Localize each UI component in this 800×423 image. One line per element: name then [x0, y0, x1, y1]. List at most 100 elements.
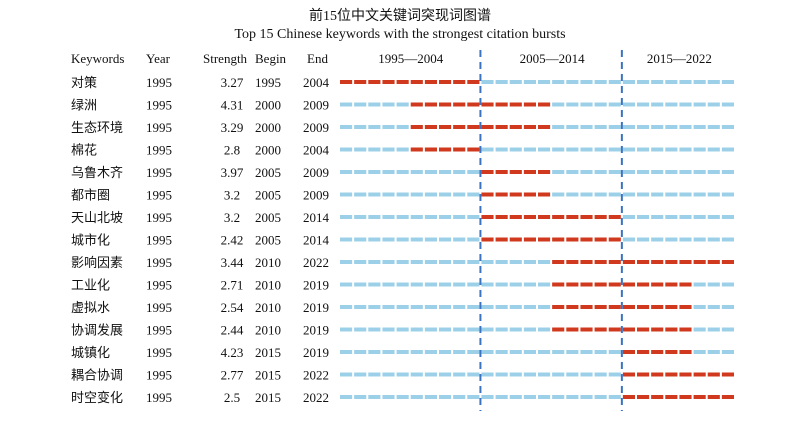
timeline-segment — [679, 147, 692, 152]
burst-segment — [608, 260, 621, 264]
timeline-segment — [509, 282, 522, 287]
timeline-segment — [707, 305, 720, 309]
row-year: 1995 — [146, 233, 172, 248]
timeline-segment — [382, 125, 395, 129]
table-row: 都市圈 1995 3.2 2005 2009 — [71, 188, 734, 204]
burst-segment — [651, 350, 664, 354]
row-year: 1995 — [146, 255, 172, 270]
row-strength: 2.71 — [221, 278, 244, 293]
timeline-segment — [382, 282, 395, 287]
timeline-segment — [495, 372, 508, 377]
burst-segment — [495, 125, 508, 129]
timeline-segment — [368, 102, 381, 107]
timeline-segment — [340, 102, 353, 107]
timeline-segment — [354, 102, 367, 107]
timeline-segment — [340, 372, 353, 377]
timeline-segment — [608, 80, 621, 84]
burst-segment — [580, 237, 593, 242]
burst-segment — [424, 125, 437, 129]
timeline-segment — [467, 260, 480, 264]
burst-segment — [467, 102, 480, 107]
burst-segment — [580, 327, 593, 332]
burst-segment — [651, 282, 664, 287]
timeline-segment — [552, 102, 565, 107]
burst-segment — [410, 102, 423, 107]
timeline-segment — [538, 327, 551, 332]
timeline-segment — [467, 170, 480, 174]
timeline-segment — [368, 282, 381, 287]
timeline-segment — [693, 327, 706, 332]
burst-segment — [453, 80, 466, 84]
row-begin: 2005 — [255, 233, 281, 248]
table-row: 影响因素 1995 3.44 2010 2022 — [71, 255, 734, 271]
timeline-segment — [439, 237, 452, 242]
row-year: 1995 — [146, 120, 172, 135]
timeline-segment — [622, 237, 635, 242]
timeline-segment — [608, 125, 621, 129]
timeline-segment — [594, 192, 607, 197]
timeline-segment — [382, 102, 395, 107]
burst-segment — [665, 395, 678, 399]
row-end: 2009 — [303, 165, 329, 180]
timeline-segment — [467, 282, 480, 287]
burst-segment — [481, 215, 494, 219]
header-strength: Strength — [203, 51, 248, 66]
row-year: 1995 — [146, 165, 172, 180]
timeline-segment — [340, 282, 353, 287]
table-header: Keywords Year Strength Begin End — [71, 51, 328, 66]
timeline-segment — [566, 102, 579, 107]
timeline-segment — [509, 350, 522, 354]
timeline-segment — [410, 350, 423, 354]
table-row: 虚拟水 1995 2.54 2010 2019 — [71, 300, 734, 316]
timeline-segment — [453, 305, 466, 309]
timeline-segment — [679, 102, 692, 107]
row-end: 2019 — [303, 278, 329, 293]
timeline-segment — [566, 170, 579, 174]
timeline-segment — [566, 125, 579, 129]
burst-segment — [721, 260, 734, 264]
burst-segment — [608, 282, 621, 287]
period-label: 2005—2014 — [520, 51, 586, 66]
row-begin: 2015 — [255, 390, 281, 405]
row-end: 2019 — [303, 300, 329, 315]
burst-segment — [566, 282, 579, 287]
burst-segment — [552, 260, 565, 264]
timeline-segment — [693, 147, 706, 152]
row-strength: 2.54 — [221, 300, 244, 315]
timeline-segment — [622, 170, 635, 174]
timeline-segment — [439, 192, 452, 197]
timeline-segment — [340, 305, 353, 309]
burst-segment — [439, 80, 452, 84]
timeline-segment — [679, 215, 692, 219]
row-keyword: 对策 — [71, 75, 97, 91]
header-begin: Begin — [255, 51, 287, 66]
timeline-segment — [368, 147, 381, 152]
timeline-segment — [721, 80, 734, 84]
timeline-segment — [538, 350, 551, 354]
burst-segment — [566, 237, 579, 242]
burst-segment — [707, 260, 720, 264]
timeline-segment — [538, 282, 551, 287]
timeline-segment — [594, 170, 607, 174]
row-end: 2022 — [303, 368, 329, 383]
timeline-segment — [424, 395, 437, 399]
row-end: 2004 — [303, 75, 330, 90]
row-keyword: 天山北坡 — [71, 211, 123, 226]
timeline-segment — [622, 80, 635, 84]
table-row: 乌鲁木齐 1995 3.97 2005 2009 — [71, 165, 734, 181]
burst-segment — [693, 372, 706, 377]
table-row: 时空变化 1995 2.5 2015 2022 — [71, 390, 734, 406]
timeline-segment — [552, 395, 565, 399]
timeline-segment — [651, 125, 664, 129]
timeline-segment — [424, 350, 437, 354]
burst-segment — [580, 215, 593, 219]
timeline-segment — [693, 192, 706, 197]
row-year: 1995 — [146, 75, 172, 90]
row-end: 2004 — [303, 143, 330, 158]
timeline-segment — [651, 80, 664, 84]
timeline-segment — [453, 395, 466, 399]
timeline-segment — [580, 125, 593, 129]
timeline-segment — [340, 350, 353, 354]
timeline-segment — [368, 395, 381, 399]
timeline-segment — [580, 170, 593, 174]
